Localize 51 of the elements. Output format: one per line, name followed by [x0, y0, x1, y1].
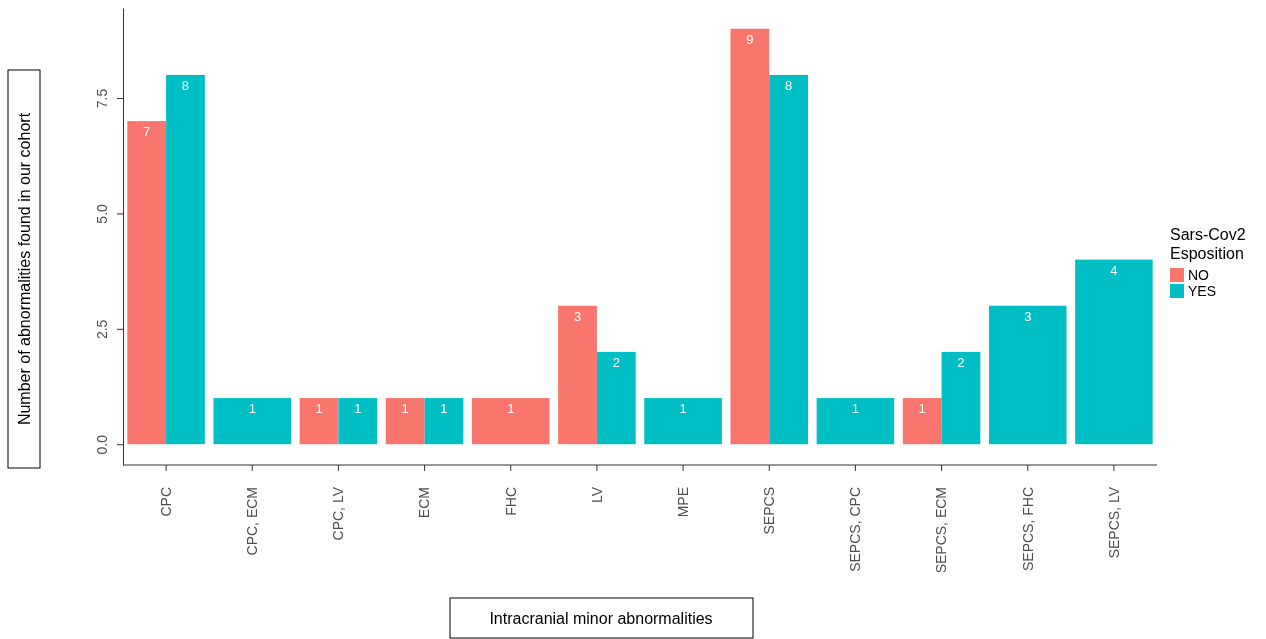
- bar: [902, 398, 942, 445]
- data-label: 3: [1024, 308, 1032, 324]
- data-label: 8: [785, 77, 793, 93]
- data-label: 9: [746, 31, 754, 47]
- x-tick-label: CPC, ECM: [244, 487, 261, 556]
- data-label: 3: [573, 308, 582, 324]
- bar: [338, 398, 378, 445]
- legend-label: YES: [1188, 283, 1217, 299]
- data-label: 4: [1110, 262, 1118, 278]
- data-label: 1: [315, 401, 323, 417]
- x-axis-title: Intracranial minor abnormalities: [489, 610, 713, 627]
- bar: [166, 74, 205, 445]
- x-tick-label: ECM: [416, 487, 433, 519]
- x-tick-label: SEPCS, CPC: [847, 487, 864, 572]
- y-tick-label: 5.0: [94, 203, 110, 224]
- bar: [596, 351, 636, 445]
- data-label: 8: [181, 77, 190, 93]
- bar: [424, 398, 464, 445]
- bar: [385, 398, 425, 445]
- x-tick-label: CPC: [157, 487, 174, 517]
- y-tick-label: 7.5: [94, 88, 110, 109]
- bar: [558, 305, 597, 445]
- data-label: 1: [401, 401, 409, 417]
- bar: [299, 398, 339, 445]
- legend-title: Sars-Cov2 Esposition: [1170, 226, 1246, 262]
- data-label: 1: [851, 401, 860, 417]
- data-label: 1: [354, 401, 362, 417]
- data-label: 1: [679, 401, 687, 417]
- bar: [730, 28, 770, 445]
- x-tick-label: FHC: [502, 487, 519, 516]
- bar: [941, 351, 981, 445]
- data-label: 7: [143, 124, 151, 140]
- legend-label: NO: [1188, 267, 1210, 283]
- data-label: 1: [440, 401, 448, 417]
- x-tick-label: CPC, LV: [330, 486, 347, 541]
- y-tick-label: 2.5: [94, 319, 110, 340]
- data-label: 1: [248, 401, 256, 417]
- data-label: 1: [918, 401, 926, 417]
- x-tick-label: MPE: [674, 487, 691, 518]
- bar: [127, 121, 167, 445]
- y-axis-title: Number of abnormalities found in our cohort: [16, 112, 33, 426]
- data-label: 2: [612, 354, 620, 370]
- x-tick-label: LV: [588, 486, 605, 504]
- x-tick-label: SEPCS, FHC: [1019, 487, 1036, 572]
- x-tick-label: SEPCS, ECM: [933, 487, 950, 574]
- x-tick-label: SEPCS: [761, 487, 778, 535]
- data-label: 2: [957, 354, 965, 370]
- y-tick-label: 0.0: [94, 434, 110, 455]
- data-label: 1: [507, 401, 515, 417]
- bar: [769, 74, 809, 445]
- x-tick-label: SEPCS, LV: [1105, 486, 1122, 559]
